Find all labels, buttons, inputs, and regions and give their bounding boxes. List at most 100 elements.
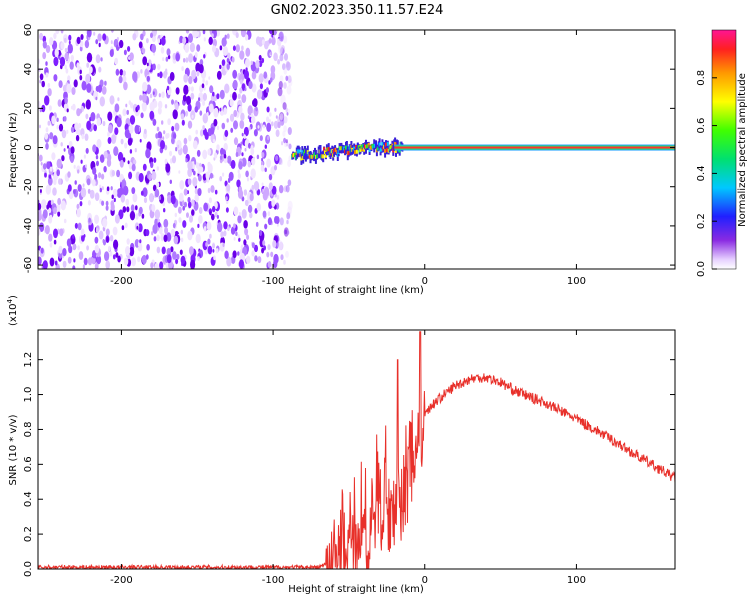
noise-speck <box>81 134 85 140</box>
noise-speck <box>86 120 92 131</box>
noise-speck <box>146 244 150 251</box>
noise-speck <box>246 177 250 182</box>
noise-speck <box>67 171 71 178</box>
noise-speck <box>286 85 292 95</box>
noise-speck <box>166 254 172 264</box>
noise-speck <box>39 209 42 215</box>
noise-speck <box>241 132 244 137</box>
noise-speck <box>244 228 249 236</box>
noise-speck <box>257 125 260 129</box>
noise-speck <box>235 231 238 237</box>
noise-speck <box>279 53 284 62</box>
noise-speck <box>40 162 43 166</box>
noise-speck <box>57 211 61 217</box>
y-tick-label: 0.2 <box>23 526 34 542</box>
signal-core <box>384 148 387 153</box>
noise-speck <box>251 184 255 190</box>
noise-speck <box>238 237 241 242</box>
noise-speck <box>107 111 113 122</box>
noise-speck <box>286 219 289 225</box>
noise-speck <box>65 68 69 74</box>
noise-speck <box>182 205 185 211</box>
y-tick-label: 60 <box>23 24 34 37</box>
noise-speck <box>217 222 223 233</box>
noise-speck <box>219 45 223 51</box>
noise-speck <box>154 188 160 198</box>
noise-speck <box>240 112 245 121</box>
noise-speck <box>105 228 110 237</box>
noise-speck <box>118 75 123 84</box>
noise-speck <box>64 37 67 43</box>
noise-speck <box>180 255 186 265</box>
noise-speck <box>64 64 67 70</box>
noise-speck <box>189 42 195 53</box>
noise-speck <box>56 124 59 130</box>
noise-speck <box>136 104 140 111</box>
noise-speck <box>284 142 287 148</box>
noise-speck <box>126 206 130 213</box>
noise-speck <box>152 63 156 71</box>
noise-speck <box>182 144 188 155</box>
noise-speck <box>266 158 271 168</box>
noise-speck <box>123 185 129 196</box>
noise-speck <box>249 212 253 219</box>
noise-speck <box>134 148 137 153</box>
noise-speck <box>94 192 100 201</box>
noise-speck <box>194 193 199 203</box>
noise-speck <box>173 235 179 245</box>
noise-speck <box>124 142 128 149</box>
noise-speck <box>142 56 148 66</box>
noise-speck <box>125 246 131 256</box>
noise-speck <box>48 207 52 214</box>
noise-speck <box>259 135 263 142</box>
noise-speck <box>166 85 170 91</box>
y-tick-label: 40 <box>23 63 34 76</box>
noise-speck <box>100 57 103 62</box>
noise-speck <box>198 174 202 182</box>
noise-speck <box>47 88 52 97</box>
noise-speck <box>77 245 80 251</box>
noise-speck <box>109 49 114 58</box>
spectrogram-noise <box>38 30 293 269</box>
noise-speck <box>49 166 53 172</box>
noise-speck <box>239 249 243 255</box>
noise-speck <box>78 122 82 129</box>
noise-speck <box>272 30 278 36</box>
noise-speck <box>46 204 50 210</box>
noise-speck <box>60 142 63 147</box>
noise-speck <box>196 44 201 52</box>
noise-speck <box>247 160 251 168</box>
noise-speck <box>226 63 230 70</box>
noise-speck <box>206 177 210 183</box>
noise-speck <box>199 110 203 116</box>
noise-speck <box>64 52 69 61</box>
noise-speck <box>219 89 225 100</box>
noise-speck <box>202 78 205 83</box>
noise-speck <box>254 244 258 253</box>
signal-core <box>300 156 303 161</box>
y-tick-label: -20 <box>23 179 34 195</box>
noise-speck <box>145 229 150 237</box>
noise-speck <box>246 234 250 240</box>
noise-speck <box>142 187 148 198</box>
noise-speck <box>146 75 150 82</box>
noise-speck <box>146 62 149 67</box>
noise-speck <box>219 176 223 182</box>
noise-speck <box>219 155 223 161</box>
noise-speck <box>111 134 117 145</box>
noise-speck <box>179 35 184 44</box>
noise-speck <box>128 162 133 170</box>
noise-speck <box>172 52 177 61</box>
noise-speck <box>288 155 292 162</box>
noise-speck <box>56 204 61 212</box>
noise-speck <box>142 81 148 92</box>
noise-speck <box>248 142 251 149</box>
noise-speck <box>86 62 90 68</box>
noise-speck <box>273 52 278 62</box>
noise-speck <box>60 30 64 34</box>
noise-speck <box>47 83 51 88</box>
noise-speck <box>232 250 237 259</box>
snr-multiplier-base: (x10 <box>8 303 19 326</box>
noise-speck <box>92 250 97 259</box>
